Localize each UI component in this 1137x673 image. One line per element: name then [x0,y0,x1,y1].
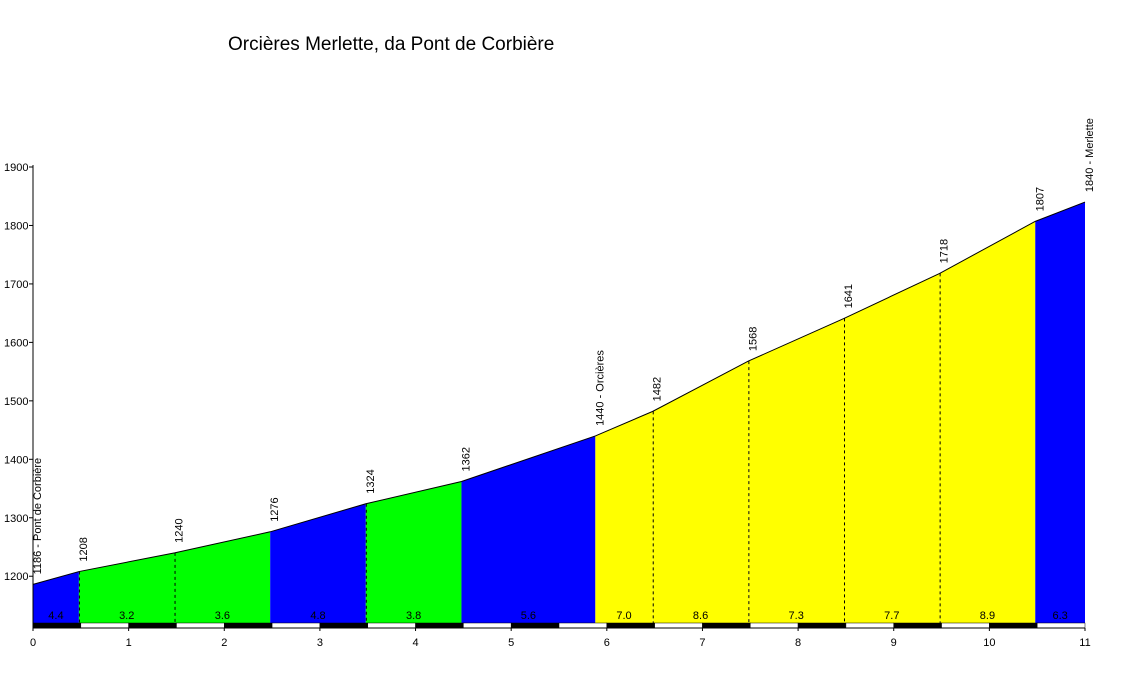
segment-fill-5 [365,481,462,623]
scale-block-6 [271,622,321,629]
altitude-label: 1840 - Merlette [1084,118,1096,192]
segment-fill-4 [270,503,366,623]
gradient-label-10: 7.7 [884,610,899,622]
scale-block-21 [989,622,1038,629]
scale-block-2 [80,622,129,629]
y-axis-ticks: 1200 1300 1400 1500 1600 1700 1800 1900 [4,162,33,583]
x-tick-label: 11 [1079,637,1090,649]
scale-block-5 [224,622,273,629]
gradient-label-1: 4.4 [48,610,63,622]
altitude-labels: 1186 - Pont de Corbière 1208 1240 1276 1324 1… [32,118,1096,574]
altitude-label: 1440 - Orcières [594,350,606,426]
x-tick-label: 1 [126,637,132,649]
segment-fill-7 [595,411,653,623]
altitude-label: 1208 [78,537,90,561]
x-tick-label: 2 [221,637,227,649]
gradient-label-8: 8.6 [693,610,708,622]
scale-block-1 [32,622,82,629]
scale-block-11 [510,622,560,629]
scale-block-3 [128,622,177,629]
x-tick-label: 3 [317,637,323,649]
x-tick-label: 6 [604,637,610,649]
scale-block-19 [893,622,942,629]
scale-block-13 [606,622,655,629]
altitude-label: 1276 [269,497,281,521]
gradient-label-4: 4.8 [310,610,325,622]
gradient-labels: 4.4 3.2 3.6 4.8 3.8 5.6 7.0 8.6 7.3 7.7 8.9 6.3 [48,610,1067,622]
scale-block-18 [845,622,894,629]
gradient-label-5: 3.8 [406,610,421,622]
axes [32,165,1085,629]
altitude-label: 1641 [843,284,855,308]
gradient-label-12: 6.3 [1052,610,1067,622]
segment-fill-11 [939,221,1036,623]
scale-block-15 [702,622,751,629]
scale-block-10 [463,622,512,629]
x-tick-label: 7 [699,637,705,649]
gradient-label-9: 7.3 [789,610,804,622]
x-tick-label: 8 [795,637,801,649]
x-tick-label: 4 [412,637,418,649]
scale-block-9 [415,622,464,629]
y-tick-label: 1200 [4,571,28,583]
gradient-label-7: 7.0 [616,610,631,622]
scale-block-14 [654,622,703,629]
scale-block-16 [750,622,799,629]
altitude-label: 1240 [174,518,186,542]
x-axis-ticks: 0 1 2 3 4 5 6 7 8 9 10 11 [30,628,1091,649]
altitude-label: 1568 [747,327,759,351]
x-tick-label: 0 [30,637,36,649]
gradient-label-3: 3.6 [215,610,230,622]
scale-block-8 [367,622,416,629]
segment-fill-8 [652,361,749,623]
x-tick-label: 10 [983,637,995,649]
altitude-label: 1324 [365,469,377,493]
gradient-label-2: 3.2 [119,610,134,622]
x-tick-label: 5 [508,637,514,649]
profile-fills [33,202,1085,624]
altitude-label: 1718 [939,239,951,263]
segment-fill-9 [748,318,844,623]
segment-fill-6 [461,435,596,623]
segment-fill-12 [1035,202,1085,624]
distance-scale-bar [32,622,1086,629]
y-tick-label: 1600 [4,337,28,349]
segment-dividers [78,273,941,623]
scale-block-22 [1036,622,1086,629]
profile-line [32,201,1086,585]
y-tick-label: 1500 [4,396,28,408]
segment-fill-1 [33,571,79,623]
scale-block-7 [319,622,368,629]
y-tick-label: 1400 [4,454,28,466]
altitude-label: 1807 [1034,187,1046,211]
scale-block-12 [558,622,608,629]
altitude-label: 1186 - Pont de Corbière [32,458,44,575]
scale-block-20 [941,622,990,629]
segment-fill-3 [174,531,271,623]
chart-title: Orcières Merlette, da Pont de Corbière [228,34,555,55]
altitude-label: 1482 [652,377,664,401]
y-tick-label: 1700 [4,279,28,291]
segment-fill-2 [78,552,175,623]
y-tick-label: 1300 [4,513,28,525]
altitude-label: 1362 [460,447,472,471]
y-tick-label: 1800 [4,220,28,232]
gradient-label-11: 8.9 [980,610,995,622]
gradient-label-6: 5.6 [521,610,536,622]
x-tick-label: 9 [891,637,897,649]
y-tick-label: 1900 [4,162,28,174]
segment-fill-10 [843,273,940,623]
profile-outline [32,201,1086,585]
scale-block-17 [797,622,847,629]
scale-block-4 [176,622,225,629]
